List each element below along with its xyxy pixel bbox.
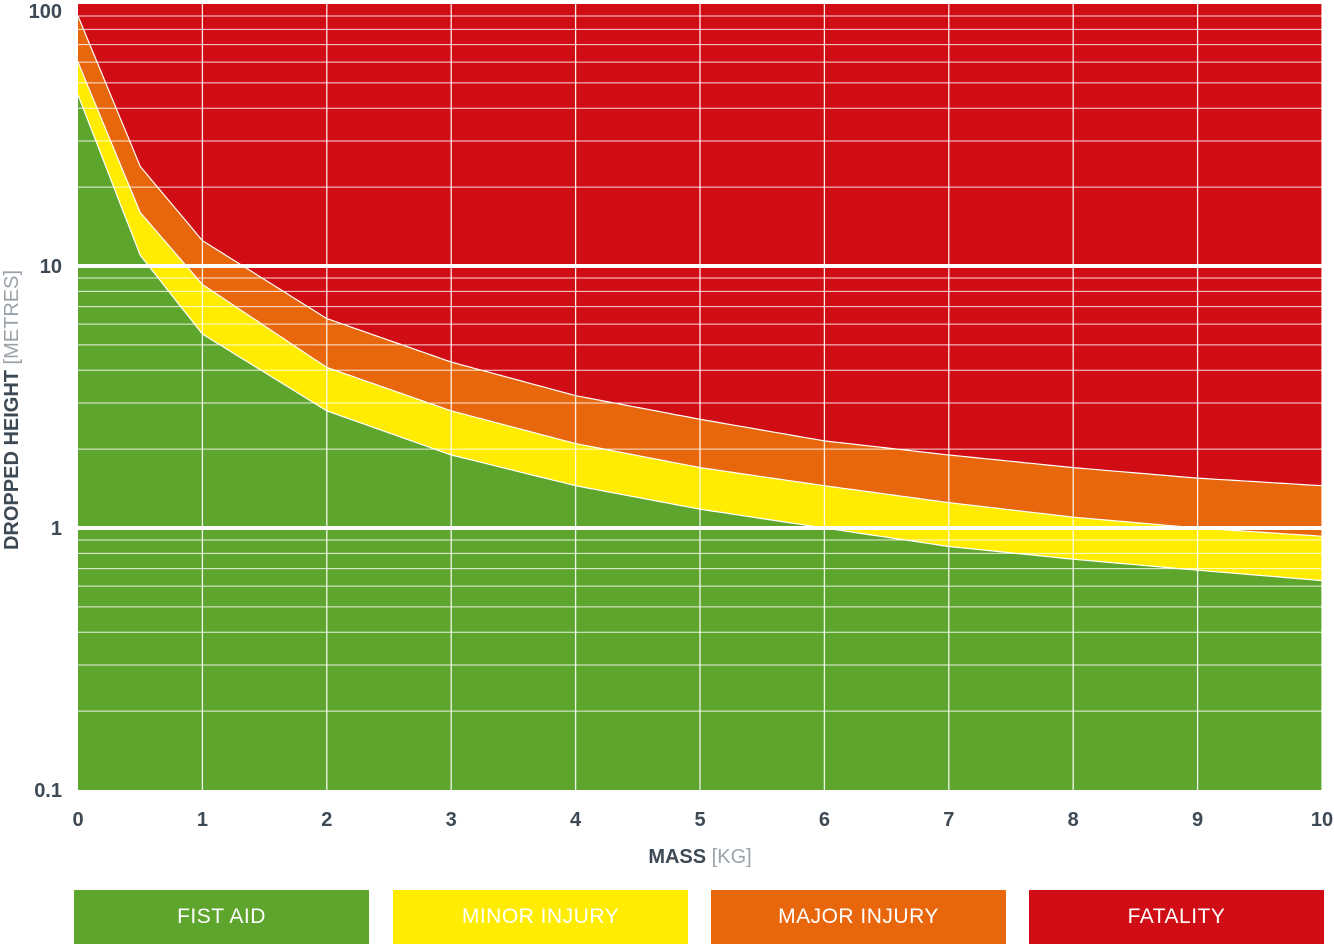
- x-tick-label: 10: [1311, 809, 1333, 831]
- legend-fatality: FATALITY: [1029, 890, 1324, 944]
- band-fist-aid: [78, 4, 1322, 790]
- tick-labels: 0 1 2 3 4 5 6 7 8 9 10 0.1 1 10 100: [29, 1, 1334, 831]
- legend-label: MINOR INJURY: [461, 905, 620, 928]
- y-axis-title: DROPPED HEIGHT [METRES]: [1, 270, 23, 550]
- y-tick-label: 100: [29, 1, 62, 23]
- y-tick-label: 10: [40, 256, 62, 278]
- y-tick-label: 0.1: [34, 780, 62, 802]
- x-tick-label: 4: [570, 809, 582, 831]
- x-tick-label: 1: [197, 809, 208, 831]
- x-tick-label: 9: [1192, 809, 1203, 831]
- chart: 0 1 2 3 4 5 6 7 8 9 10 0.1 1 10 100 MASS [KG] DROPPED …: [1, 1, 1334, 868]
- x-tick-label: 6: [819, 809, 830, 831]
- x-tick-label: 8: [1068, 809, 1079, 831]
- x-tick-label: 7: [943, 809, 954, 831]
- grid-lines: [78, 4, 1323, 790]
- legend-major-injury: MAJOR INJURY: [711, 890, 1006, 944]
- legend-label: MAJOR INJURY: [778, 905, 939, 928]
- legend-fist-aid: FIST AID: [74, 890, 369, 944]
- x-axis-title: MASS [KG]: [648, 846, 751, 868]
- x-tick-label: 3: [446, 809, 457, 831]
- x-tick-label: 0: [72, 809, 83, 831]
- legend-minor-injury: MINOR INJURY: [393, 890, 688, 944]
- x-tick-label: 2: [321, 809, 332, 831]
- x-tick-label: 5: [694, 809, 705, 831]
- legend-label: FIST AID: [177, 905, 266, 928]
- y-tick-label: 1: [51, 518, 62, 540]
- legend-label: FATALITY: [1127, 905, 1226, 928]
